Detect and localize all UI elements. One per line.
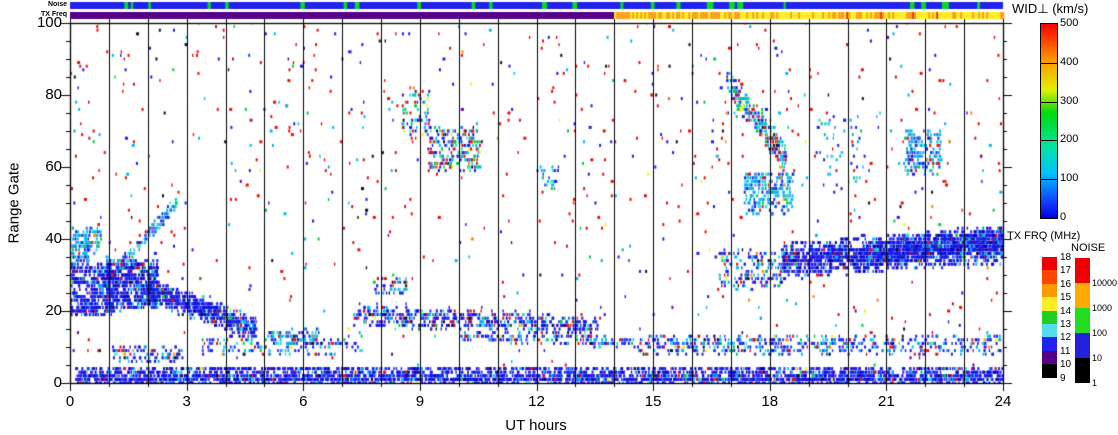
txfrq-legend-title: TX FRQ (MHz)	[1007, 230, 1081, 242]
noise-legend-swatch	[1075, 258, 1090, 283]
txfrq-legend-label: 14	[1060, 305, 1072, 317]
x-tick-label: 18	[761, 393, 779, 410]
txfrq-legend-swatch	[1042, 297, 1057, 311]
colorbar-tick-label: 300	[1060, 94, 1079, 107]
txfrq-legend-label: 18	[1060, 252, 1072, 263]
colorbar-tick-label: 0	[1060, 211, 1067, 223]
y-tick-label: 80	[45, 86, 62, 103]
x-tick-label: 0	[65, 393, 75, 410]
y-tick-label: 60	[45, 158, 62, 175]
txfrq-legend-label: 11	[1060, 345, 1071, 357]
y-tick-label: 20	[45, 302, 62, 319]
txfrq-legend-swatch	[1042, 270, 1057, 284]
colorbar-divider	[1041, 179, 1057, 181]
txfrq-legend-label: 12	[1060, 332, 1072, 344]
noise-legend-label: 1000	[1092, 303, 1113, 313]
x-tick-label: 12	[528, 393, 545, 410]
x-tick-label: 9	[415, 393, 425, 410]
noise-legend-swatch	[1075, 308, 1090, 333]
x-axis-title: UT hours	[505, 417, 567, 434]
txfrq-legend-swatch	[1042, 337, 1057, 351]
txfrq-legend-swatch	[1042, 283, 1057, 298]
y-tick-label: 0	[53, 374, 62, 391]
x-tick-label: 6	[299, 393, 308, 410]
colorbar-tick-label: 200	[1060, 133, 1079, 146]
colorbar-tick-label: 500	[1060, 17, 1079, 29]
txfrq-legend-swatch	[1042, 257, 1057, 271]
x-tick-label: 3	[182, 393, 191, 410]
x-tick-label: 24	[994, 393, 1012, 410]
noise-legend-title: NOISE	[1071, 242, 1106, 254]
txfrq-legend-label: 13	[1060, 319, 1072, 330]
colorbar-divider	[1041, 140, 1057, 142]
txfrq-legend-label: 9	[1060, 372, 1066, 384]
noise-legend-swatch	[1075, 283, 1090, 308]
colorbar-tick-label: 100	[1060, 172, 1079, 185]
txfrq-legend-swatch	[1042, 310, 1057, 324]
y-tick-label: 40	[45, 230, 62, 247]
x-tick-label: 15	[644, 393, 662, 410]
noise-legend-swatch	[1075, 333, 1090, 358]
colorbar	[1040, 23, 1058, 219]
txfrq-legend-swatch	[1042, 364, 1057, 378]
noise-strip-label: Noise	[47, 1, 67, 8]
txfrq-legend-label: 15	[1060, 292, 1072, 304]
noise-legend-label: 100	[1092, 328, 1108, 338]
noise-legend-swatch	[1075, 358, 1090, 383]
txfrq-legend-swatch	[1042, 350, 1057, 365]
colorbar-title: WID⊥ (km/s)	[1012, 1, 1089, 16]
x-tick-label: 21	[878, 393, 895, 410]
txfrq-legend-swatch	[1042, 324, 1057, 338]
txfreq-strip-label: TX Freq	[40, 11, 67, 18]
noise-legend-label: 10000	[1092, 278, 1118, 288]
txfrq-legend-label: 16	[1060, 278, 1072, 290]
txfrq-legend-label: 10	[1060, 359, 1072, 371]
colorbar-divider	[1041, 62, 1057, 64]
colorbar-tick-label: 400	[1060, 55, 1079, 68]
colorbar-divider	[1041, 101, 1057, 103]
noise-legend-label: 10	[1092, 353, 1103, 363]
noise-legend-label: 1	[1092, 378, 1098, 388]
y-tick-label: 100	[36, 14, 62, 31]
txfrq-legend-label: 17	[1060, 265, 1072, 277]
